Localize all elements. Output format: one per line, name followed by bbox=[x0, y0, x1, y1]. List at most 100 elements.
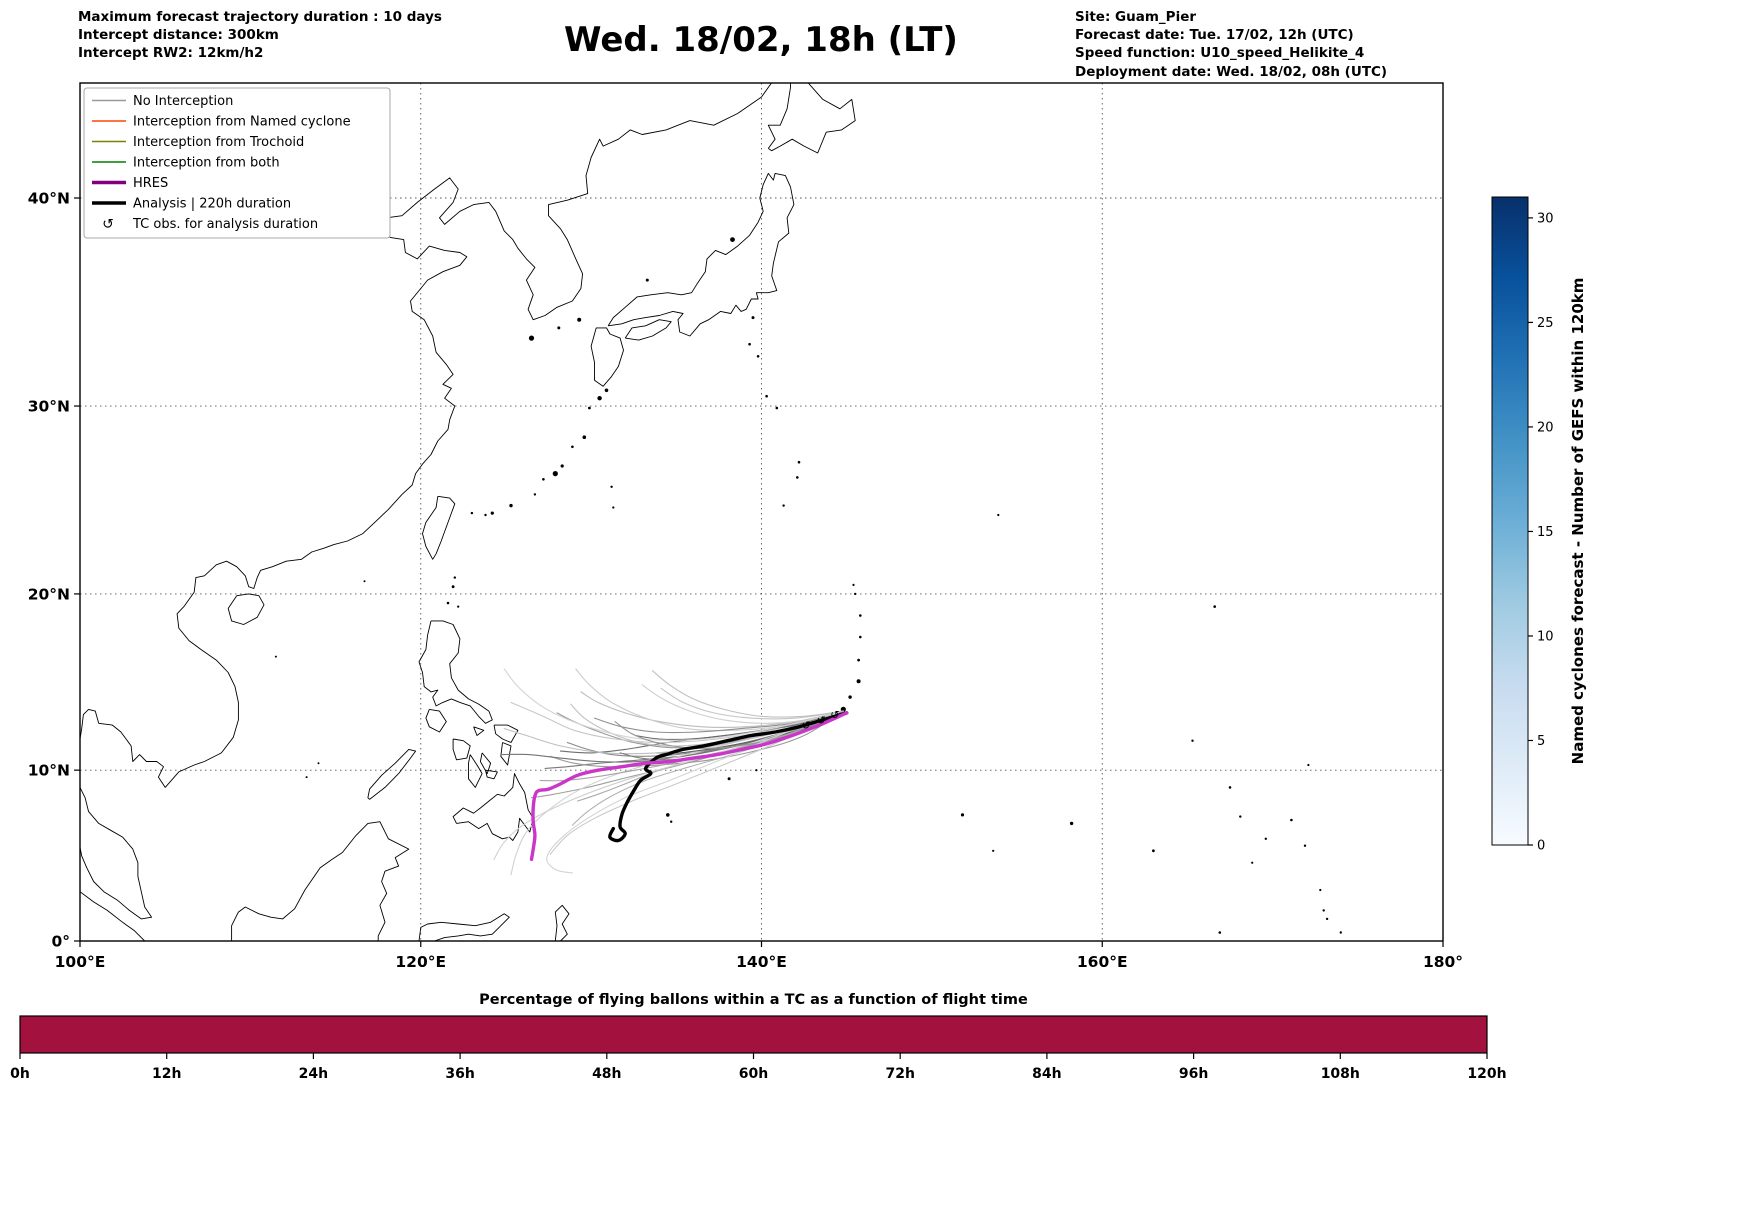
colorbar-tick-label: 5 bbox=[1537, 734, 1545, 749]
island-dot bbox=[751, 316, 755, 320]
legend-label: Interception from Named cyclone bbox=[133, 115, 351, 130]
island-dot bbox=[597, 396, 602, 401]
coastline bbox=[500, 742, 512, 766]
coastline bbox=[590, 327, 624, 387]
island-dot bbox=[305, 776, 308, 779]
coastline bbox=[493, 724, 519, 743]
tc-obs-marker: ↺ bbox=[830, 709, 839, 722]
legend-label: Interception from Trochoid bbox=[133, 135, 304, 150]
flight-bar-tick-label: 36h bbox=[445, 1066, 474, 1082]
island-dot bbox=[484, 513, 487, 517]
island-dot bbox=[1322, 909, 1325, 912]
island-dot bbox=[748, 342, 751, 346]
map-gridlines bbox=[80, 83, 1443, 941]
analysis-track bbox=[608, 711, 849, 843]
island-dot bbox=[542, 478, 545, 481]
header-right: Site: Guam_Pier Forecast date: Tue. 17/0… bbox=[1075, 8, 1387, 81]
flight-bar-tick-label: 48h bbox=[592, 1066, 621, 1082]
island-dot bbox=[577, 317, 582, 322]
coastline bbox=[367, 748, 417, 800]
y-tick-label: 40°N bbox=[28, 190, 70, 208]
map-axis: 100°E 120°E 140°E 160°E 180° 0° 10°N 20°N 30°N 40… bbox=[28, 190, 1463, 971]
island-dot bbox=[451, 585, 455, 589]
island-dot bbox=[852, 583, 855, 587]
colorbar-tick-label: 0 bbox=[1537, 839, 1545, 854]
header-left: Maximum forecast trajectory duration : 1… bbox=[78, 8, 442, 63]
trajectory-no-interception bbox=[500, 710, 844, 763]
flight-bar-chart: Percentage of flying ballons within a TC… bbox=[10, 992, 1506, 1082]
flight-bar-tick-label: 12h bbox=[152, 1066, 181, 1082]
y-tick-label: 20°N bbox=[28, 585, 70, 603]
intercept-distance-label: Intercept distance: 300km bbox=[78, 27, 279, 44]
coastline bbox=[80, 891, 146, 941]
y-tick-label: 0° bbox=[51, 933, 70, 951]
island-dot bbox=[765, 394, 768, 398]
hres-track bbox=[529, 711, 849, 861]
tc-obs-marker: ↺ bbox=[816, 714, 825, 727]
trajectory-no-interception bbox=[634, 710, 844, 740]
colorbar: 0 5 10 15 20 25 30 Named cyclones forecast - Nu… bbox=[1491, 196, 1587, 854]
island-dot bbox=[1218, 931, 1222, 934]
island-dot bbox=[317, 762, 320, 765]
flight-bar-tick-label: 120h bbox=[1467, 1066, 1506, 1082]
flight-bar-tick-label: 108h bbox=[1321, 1066, 1360, 1082]
site-label: Site: Guam_Pier bbox=[1075, 9, 1197, 25]
legend-label: HRES bbox=[133, 176, 168, 191]
coastline bbox=[554, 904, 570, 941]
island-dot bbox=[782, 504, 785, 507]
trajectory-no-interception bbox=[510, 701, 844, 744]
island-dot bbox=[571, 445, 574, 449]
deployment-date-label: Deployment date: Wed. 18/02, 08h (UTC) bbox=[1075, 63, 1388, 80]
legend-label: TC obs. for analysis duration bbox=[132, 217, 318, 232]
island-dot bbox=[840, 706, 846, 713]
island-dot bbox=[509, 503, 513, 508]
trajectory-no-interception bbox=[655, 710, 844, 754]
coastline bbox=[231, 821, 410, 941]
legend-label: Interception from both bbox=[133, 156, 280, 171]
colorbar-tick-label: 30 bbox=[1537, 211, 1554, 226]
island-dot bbox=[1228, 786, 1232, 789]
island-dot bbox=[859, 614, 862, 617]
coastline bbox=[418, 913, 510, 941]
island-dot bbox=[730, 237, 735, 243]
coastline bbox=[227, 593, 265, 625]
coastline bbox=[479, 752, 492, 775]
island-dot bbox=[453, 576, 456, 579]
coastline bbox=[624, 319, 672, 341]
island-dot bbox=[992, 849, 995, 852]
figure-title: Wed. 18/02, 18h (LT) bbox=[564, 20, 958, 60]
island-dot bbox=[1307, 763, 1310, 767]
island-dot bbox=[775, 406, 779, 410]
island-dot bbox=[1191, 739, 1194, 742]
coastline bbox=[425, 708, 447, 733]
island-dot bbox=[588, 406, 591, 410]
island-dot bbox=[582, 435, 587, 440]
island-dot bbox=[612, 506, 615, 509]
island-dot bbox=[1152, 849, 1155, 853]
x-tick-label: 160°E bbox=[1077, 953, 1128, 971]
y-tick-label: 10°N bbox=[28, 762, 70, 780]
flight-bar-tick-label: 96h bbox=[1179, 1066, 1208, 1082]
island-dot bbox=[797, 460, 801, 464]
island-dot bbox=[1325, 917, 1329, 921]
island-dot bbox=[1251, 861, 1254, 864]
coastline bbox=[422, 495, 456, 560]
island-dot bbox=[645, 278, 649, 282]
flight-bar bbox=[19, 1015, 1488, 1054]
island-dot bbox=[1290, 818, 1293, 822]
coastline bbox=[607, 172, 795, 337]
coastline bbox=[468, 754, 483, 788]
island-dot bbox=[859, 635, 862, 639]
island-dot bbox=[1303, 844, 1307, 847]
x-tick-label: 140°E bbox=[736, 953, 787, 971]
island-dot bbox=[960, 813, 965, 817]
speed-function-label: Speed function: U10_speed_Helikite_4 bbox=[1075, 45, 1365, 62]
island-dot bbox=[755, 769, 758, 772]
island-dot bbox=[848, 695, 852, 699]
colorbar-tick-label: 15 bbox=[1537, 525, 1554, 540]
trajectory-no-interception bbox=[641, 684, 844, 724]
coastline bbox=[452, 738, 471, 761]
forecast-date-label: Forecast date: Tue. 17/02, 12h (UTC) bbox=[1075, 27, 1354, 44]
